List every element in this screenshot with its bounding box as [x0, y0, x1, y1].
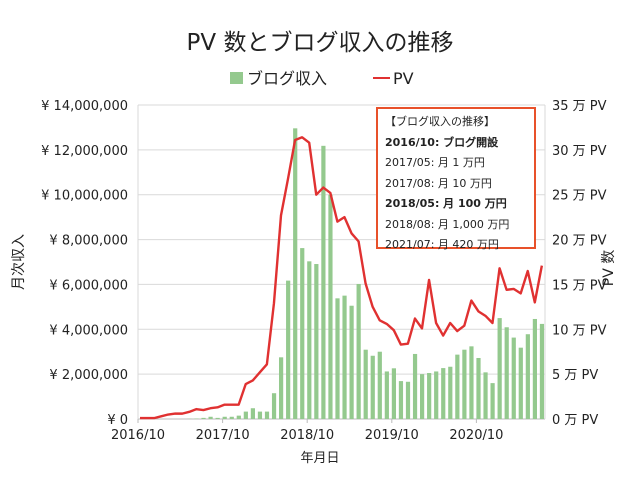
bar-blog-income [497, 318, 502, 419]
bar-blog-income [335, 298, 340, 419]
bar-blog-income [342, 295, 347, 419]
bar-blog-income [539, 323, 545, 419]
y-right-tick-label: 25 万 PV [552, 189, 607, 204]
y-right-tick-label: 10 万 PV [552, 323, 607, 338]
bar-blog-income [511, 337, 516, 419]
bar-blog-income [229, 416, 234, 419]
annotation-line: 【ブログ収入の推移】 [385, 115, 495, 128]
y-left-tick-label: ¥ 2,000,000 [49, 368, 128, 383]
x-tick-label: 2020/10 [449, 428, 503, 443]
bar-blog-income [236, 415, 241, 419]
legend-bar-label: ブログ収入 [247, 69, 327, 88]
x-tick-label: 2016/10 [111, 428, 165, 443]
x-tick-label: 2019/10 [365, 428, 419, 443]
y-right-tick-label: 35 万 PV [552, 99, 607, 114]
bar-blog-income [532, 318, 537, 419]
bar-blog-income [293, 128, 298, 419]
legend-line-label: PV [393, 69, 414, 88]
bar-blog-income [412, 353, 418, 419]
bar-blog-income [469, 346, 474, 419]
bar-blog-income [398, 381, 404, 419]
bar-blog-income [434, 371, 439, 419]
bar-blog-income [427, 373, 432, 419]
y-left-tick-label: ¥ 8,000,000 [49, 234, 128, 249]
bar-blog-income [271, 393, 277, 419]
bar-blog-income [504, 327, 509, 419]
chart-title: PV 数とブログ収入の推移 [187, 30, 454, 56]
annotation-box: 【ブログ収入の推移】 2016/10: ブログ開設 2017/05: 月 1 万… [376, 107, 536, 251]
legend-bar-swatch [230, 72, 243, 84]
y-left-tick-label: ¥ 12,000,000 [41, 144, 128, 159]
annotation-line: 2021/07: 月 420 万円 [385, 238, 499, 251]
bar-blog-income [363, 349, 368, 419]
bar-blog-income [462, 349, 467, 419]
y-left-tick-label: ¥ 4,000,000 [49, 323, 128, 338]
x-tick-label: 2017/10 [196, 428, 250, 443]
bar-blog-income [314, 264, 319, 419]
bar-blog-income [264, 411, 270, 419]
bar-blog-income [490, 383, 495, 419]
y-left-tick-label: ¥ 10,000,000 [41, 189, 128, 204]
bar-blog-income [307, 261, 312, 419]
annotation-line: 2018/05: 月 100 万円 [385, 197, 507, 210]
y-right-tick-label: 20 万 PV [552, 234, 607, 249]
bar-blog-income [448, 366, 453, 419]
annotation-line: 2017/05: 月 1 万円 [385, 156, 485, 169]
bar-blog-income [215, 417, 220, 419]
annotation-line: 2018/08: 月 1,000 万円 [385, 217, 510, 231]
bar-blog-income [201, 417, 206, 419]
bar-blog-income [356, 283, 361, 419]
y-left-tick-label: ¥ 14,000,000 [41, 99, 128, 114]
bar-blog-income [222, 416, 227, 419]
bar-blog-income [483, 372, 488, 419]
annotation-line: 2017/08: 月 10 万円 [385, 176, 492, 190]
bar-blog-income [208, 416, 213, 419]
y-right-tick-label: 30 万 PV [552, 144, 607, 159]
bar-blog-income [257, 411, 263, 419]
y-right-tick-label: 15 万 PV [552, 278, 607, 293]
bar-blog-income [279, 357, 284, 419]
annotation-line: 2016/10: ブログ開設 [385, 135, 499, 149]
bar-blog-income [384, 371, 389, 419]
line-pv [140, 136, 544, 420]
y-left-axis-label: 月次収入 [11, 234, 27, 290]
bar-blog-income [377, 351, 382, 419]
bar-blog-income [476, 357, 481, 419]
bar-blog-income [300, 248, 305, 419]
bar-blog-income [441, 368, 446, 419]
bar-blog-income [321, 145, 326, 419]
y-left-tick-label: ¥ 0 [107, 413, 128, 428]
x-axis-label: 年月日 [300, 451, 339, 466]
bar-blog-income [525, 334, 530, 419]
bar-blog-income [286, 280, 291, 419]
bar-blog-income [518, 347, 523, 419]
bar-blog-income [455, 354, 460, 419]
bar-blog-income [328, 194, 333, 419]
bar-blog-income [250, 408, 255, 419]
y-left-tick-label: ¥ 6,000,000 [49, 278, 128, 293]
bar-blog-income [420, 374, 425, 419]
y-right-tick-label: 0 万 PV [552, 413, 598, 428]
bar-blog-income [243, 411, 248, 419]
y-right-axis-label: PV 数 [601, 250, 617, 286]
x-tick-label: 2018/10 [280, 428, 334, 443]
y-right-tick-label: 5 万 PV [552, 368, 598, 383]
bar-blog-income [405, 381, 411, 419]
bar-blog-income [370, 355, 375, 419]
bar-blog-income [391, 368, 396, 419]
bar-blog-income [349, 305, 354, 419]
